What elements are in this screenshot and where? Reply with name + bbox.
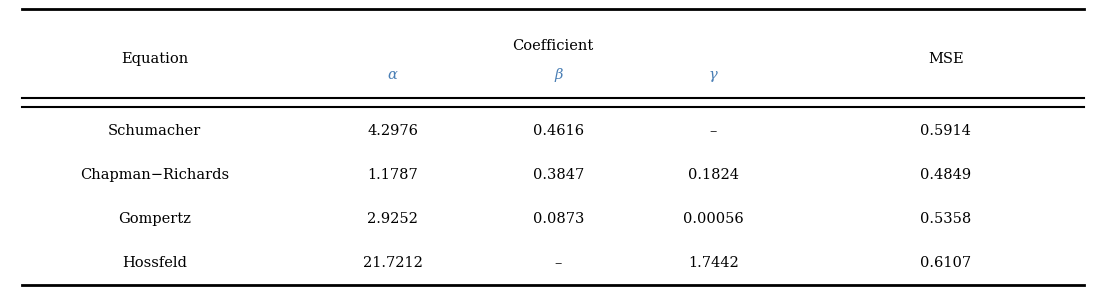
Text: γ: γ — [709, 68, 718, 82]
Text: β: β — [554, 68, 563, 82]
Text: α: α — [388, 68, 397, 82]
Text: 21.7212: 21.7212 — [363, 256, 422, 270]
Text: 0.5358: 0.5358 — [920, 212, 971, 226]
Text: 0.4616: 0.4616 — [533, 124, 584, 138]
Text: Hossfeld: Hossfeld — [123, 256, 187, 270]
Text: Coefficient: Coefficient — [512, 39, 594, 53]
Text: –: – — [710, 124, 717, 138]
Text: 0.4849: 0.4849 — [920, 168, 971, 182]
Text: –: – — [555, 256, 562, 270]
Text: 0.6107: 0.6107 — [920, 256, 971, 270]
Text: 0.0873: 0.0873 — [533, 212, 584, 226]
Text: Equation: Equation — [122, 52, 188, 66]
Text: 0.1824: 0.1824 — [688, 168, 739, 182]
Text: 0.3847: 0.3847 — [533, 168, 584, 182]
Text: Chapman−Richards: Chapman−Richards — [81, 168, 229, 182]
Text: 1.1787: 1.1787 — [367, 168, 418, 182]
Text: 0.00056: 0.00056 — [684, 212, 743, 226]
Text: Schumacher: Schumacher — [108, 124, 201, 138]
Text: 4.2976: 4.2976 — [367, 124, 418, 138]
Text: 2.9252: 2.9252 — [367, 212, 418, 226]
Text: MSE: MSE — [928, 52, 963, 66]
Text: 0.5914: 0.5914 — [920, 124, 971, 138]
Text: 1.7442: 1.7442 — [688, 256, 739, 270]
Text: Gompertz: Gompertz — [118, 212, 191, 226]
